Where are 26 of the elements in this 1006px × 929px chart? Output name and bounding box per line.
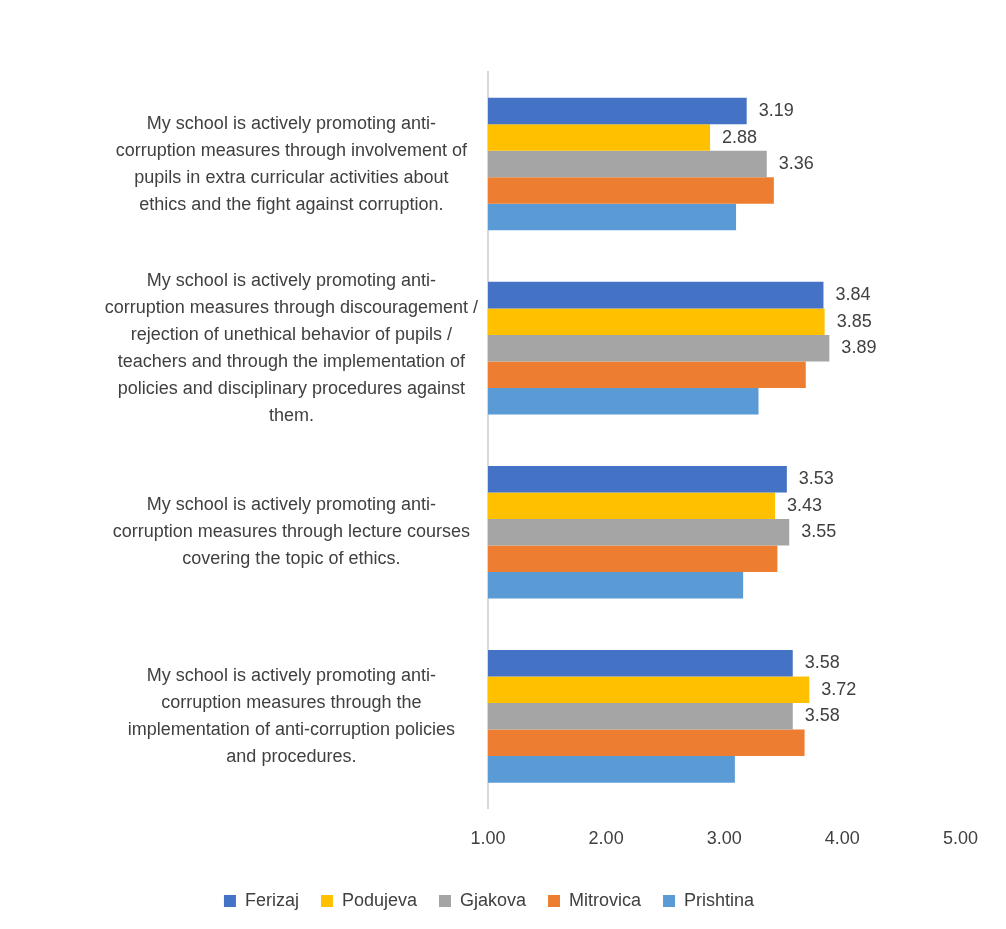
- data-label: 3.53: [798, 468, 834, 489]
- data-label: 3.85: [836, 310, 872, 331]
- x-tick-label: 4.00: [824, 828, 860, 849]
- x-tick-label: 2.00: [588, 828, 624, 849]
- legend-label: Prishtina: [684, 889, 756, 910]
- y-tick-label: My school is actively promoting anti-corruption measures through involvement of pupils in extra curricular activities about ethics and the fight against corruption.: [115, 112, 468, 214]
- data-label: 3.58: [804, 705, 840, 726]
- y-tick-label: My school is actively promoting anti-corruption measures through the implementation of anti-corruption policies and procedures.: [127, 664, 455, 766]
- data-label: 3.58: [804, 652, 840, 673]
- data-label: 3.55: [801, 521, 837, 542]
- data-label: 3.36: [778, 153, 814, 174]
- data-label: 3.72: [821, 678, 857, 699]
- data-label: 3.43: [787, 494, 823, 515]
- x-tick-label: 5.00: [942, 828, 979, 849]
- data-label: 3.19: [758, 100, 794, 120]
- legend-label: Mitrovica: [569, 889, 643, 910]
- x-tick-label: 1.00: [470, 828, 506, 849]
- data-label: 2.88: [722, 126, 758, 147]
- data-label: 3.89: [841, 337, 877, 358]
- legend-label: Gjakova: [460, 889, 528, 910]
- y-tick-label: My school is actively promoting anti-corruption measures through lecture courses covering the topic of ethics.: [112, 494, 470, 569]
- x-tick-label: 3.00: [706, 828, 742, 849]
- y-tick-label: My school is actively promoting anti-corruption measures through discouragement / rejection of unethical behavior of pupils / teachers and through the implementation of policies and disciplinary procedures against them.: [104, 269, 478, 425]
- data-label: 3.84: [835, 284, 871, 305]
- legend-label: Ferizaj: [244, 889, 299, 910]
- legend-label: Podujeva: [341, 889, 418, 910]
